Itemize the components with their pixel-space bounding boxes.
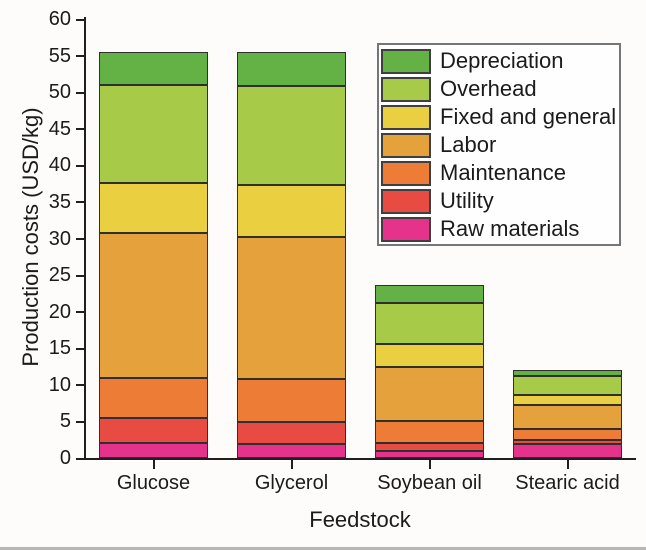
bar-segment-depreciation — [237, 51, 346, 87]
bar-segment-raw-materials — [375, 450, 484, 458]
y-tick-label: 55 — [48, 44, 71, 67]
x-axis-title: Feedstock — [309, 507, 411, 532]
y-tick-label: 60 — [48, 8, 71, 30]
legend-swatch-icon — [381, 160, 431, 186]
y-axis-spine — [84, 17, 86, 460]
y-tick-mark — [76, 274, 84, 277]
bar-segment-raw-materials — [513, 444, 622, 458]
legend-item: Depreciation — [381, 47, 619, 75]
x-tick-mark — [290, 460, 293, 469]
bar-segment-labor — [513, 404, 622, 429]
legend-swatch-icon — [381, 216, 431, 242]
y-tick-mark — [76, 347, 84, 350]
y-tick-label: 40 — [48, 154, 71, 177]
y-tick-label: 20 — [48, 300, 71, 323]
legend-swatch-icon — [381, 104, 431, 130]
bar-segment-maintenance — [513, 428, 622, 440]
bar-segment-depreciation — [99, 51, 208, 85]
legend-item: Fixed and general — [381, 103, 619, 131]
y-tick-label: 30 — [48, 227, 71, 250]
y-tick-mark — [76, 128, 84, 131]
legend-item: Raw materials — [381, 215, 619, 243]
y-tick-mark — [76, 55, 84, 58]
legend-swatch-icon — [381, 76, 431, 102]
bar-segment-maintenance — [99, 377, 208, 418]
y-tick-label: 45 — [48, 117, 71, 140]
legend-item: Maintenance — [381, 159, 619, 187]
y-tick-mark — [76, 420, 84, 423]
legend-item: Labor — [381, 131, 619, 159]
bar-segment-utility — [375, 443, 484, 451]
legend-swatch-icon — [381, 188, 431, 214]
bar-segment-maintenance — [237, 378, 346, 423]
y-tick-label: 0 — [59, 447, 71, 469]
legend-item: Utility — [381, 187, 619, 215]
y-tick-mark — [76, 18, 84, 21]
bar-segment-overhead — [375, 302, 484, 344]
legend-swatch-icon — [381, 48, 431, 74]
bar-segment-overhead — [237, 86, 346, 186]
bar-segment-fixed-and-general — [237, 185, 346, 238]
x-axis-spine — [84, 458, 636, 460]
y-tick-mark — [76, 311, 84, 314]
bar-segment-depreciation — [375, 284, 484, 303]
bar-segment-utility — [99, 417, 208, 444]
x-tick-mark — [428, 460, 431, 469]
y-tick-label: 50 — [48, 81, 71, 104]
legend-label: Utility — [440, 188, 494, 213]
y-tick-mark — [76, 238, 84, 240]
bar-segment-labor — [237, 237, 346, 379]
legend-label: Labor — [440, 132, 497, 157]
legend-swatch-icon — [381, 132, 431, 158]
y-tick-mark — [76, 384, 84, 387]
y-tick-label: 5 — [59, 410, 71, 433]
legend: Depreciation Overhead Fixed and general Lab… — [377, 43, 621, 246]
bar-segment-raw-materials — [237, 444, 346, 458]
legend-label: Maintenance — [440, 160, 566, 185]
x-tick-label: Soybean oil — [377, 472, 482, 494]
legend-label: Raw materials — [440, 216, 580, 241]
bar-segment-overhead — [99, 84, 208, 183]
bar-segment-labor — [99, 232, 208, 378]
x-tick-mark — [566, 460, 569, 469]
x-tick-label: Stearic acid — [515, 472, 620, 494]
y-tick-label: 35 — [48, 190, 71, 213]
bar-segment-raw-materials — [99, 443, 208, 458]
legend-label: Fixed and general — [440, 104, 617, 129]
bar-segment-fixed-and-general — [99, 182, 208, 233]
legend-label: Depreciation — [440, 48, 564, 73]
bar-segment-utility — [513, 439, 622, 445]
y-axis-title: Production costs (USD/kg) — [18, 107, 43, 367]
y-tick-label: 25 — [48, 264, 71, 287]
y-tick-mark — [76, 164, 84, 167]
bar-segment-utility — [237, 422, 346, 445]
y-tick-mark — [76, 457, 84, 460]
x-tick-mark — [152, 460, 155, 469]
bar-segment-overhead — [513, 376, 622, 396]
x-tick-label: Glucose — [116, 472, 191, 494]
y-tick-mark — [76, 91, 84, 94]
legend-item: Overhead — [381, 75, 619, 103]
bar-segment-depreciation — [513, 370, 622, 377]
bar-segment-maintenance — [375, 421, 484, 444]
y-tick-mark — [76, 201, 84, 204]
bar-segment-fixed-and-general — [375, 343, 484, 368]
legend-label: Overhead — [440, 76, 537, 101]
y-tick-label: 10 — [48, 373, 71, 396]
page-edge-line — [0, 547, 646, 550]
x-tick-label: Glycerol — [254, 472, 329, 494]
y-tick-label: 15 — [48, 337, 71, 360]
bar-segment-labor — [375, 367, 484, 422]
bar-segment-fixed-and-general — [513, 395, 622, 405]
